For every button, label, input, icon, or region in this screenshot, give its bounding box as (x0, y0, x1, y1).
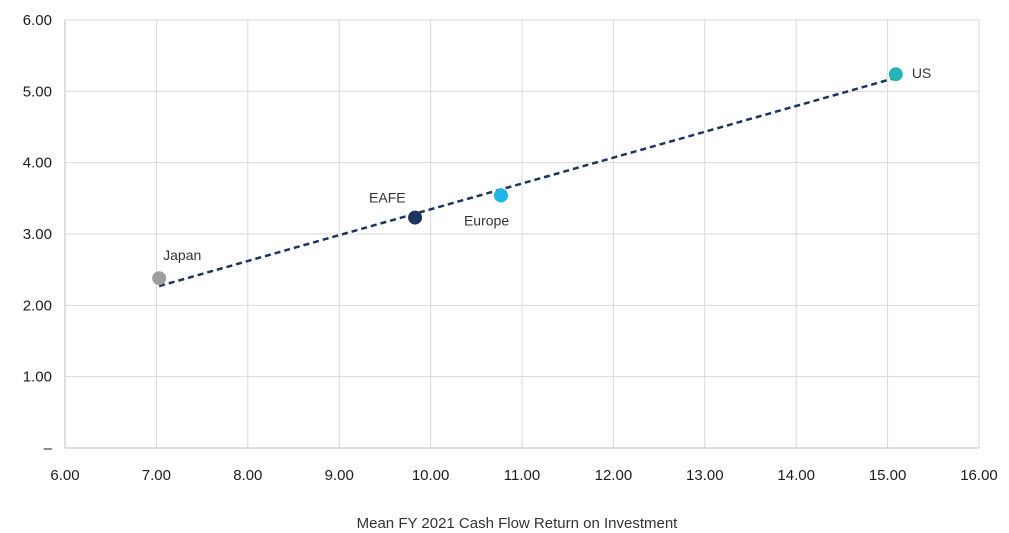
y-tick-label: 4.00 (23, 155, 52, 172)
grid-lines (65, 19, 980, 448)
x-tick-labels: 6.00 7.00 8.00 9.00 10.00 11.00 12.00 13.00 14.0… (50, 467, 997, 484)
data-point-europe (493, 188, 508, 203)
data-points (152, 67, 903, 286)
x-tick-label: 15.00 (869, 467, 907, 484)
y-tick-label: 6.00 (23, 12, 52, 29)
y-tick-label: – (44, 440, 53, 457)
y-tick-label: 1.00 (23, 369, 52, 386)
axes (64, 20, 979, 449)
x-tick-label: 14.00 (777, 467, 815, 484)
x-tick-label: 7.00 (142, 467, 171, 484)
data-point-japan (152, 271, 167, 286)
trendline (158, 76, 897, 288)
x-tick-label: 6.00 (50, 467, 79, 484)
x-tick-label: 16.00 (960, 467, 998, 484)
point-label-japan: Japan (163, 247, 201, 263)
x-tick-label: 10.00 (412, 467, 450, 484)
point-label-eafe: EAFE (369, 190, 406, 206)
y-tick-label: 5.00 (23, 83, 52, 100)
point-labels: Japan EAFE Europe US (163, 65, 931, 263)
trendline-group (158, 76, 897, 288)
x-tick-label: 8.00 (233, 467, 262, 484)
x-tick-label: 9.00 (325, 467, 354, 484)
data-point-eafe (408, 210, 423, 225)
point-label-europe: Europe (464, 212, 509, 228)
x-axis-title: Mean FY 2021 Cash Flow Return on Investm… (357, 515, 679, 532)
y-tick-labels: – 1.00 2.00 3.00 4.00 5.00 6.00 (23, 12, 53, 457)
y-tick-label: 3.00 (23, 226, 52, 243)
point-label-us: US (912, 65, 931, 81)
x-tick-label: 11.00 (504, 467, 540, 484)
y-tick-label: 2.00 (23, 297, 52, 314)
data-point-us (888, 67, 903, 82)
x-tick-label: 13.00 (686, 467, 724, 484)
x-tick-label: 12.00 (595, 467, 633, 484)
